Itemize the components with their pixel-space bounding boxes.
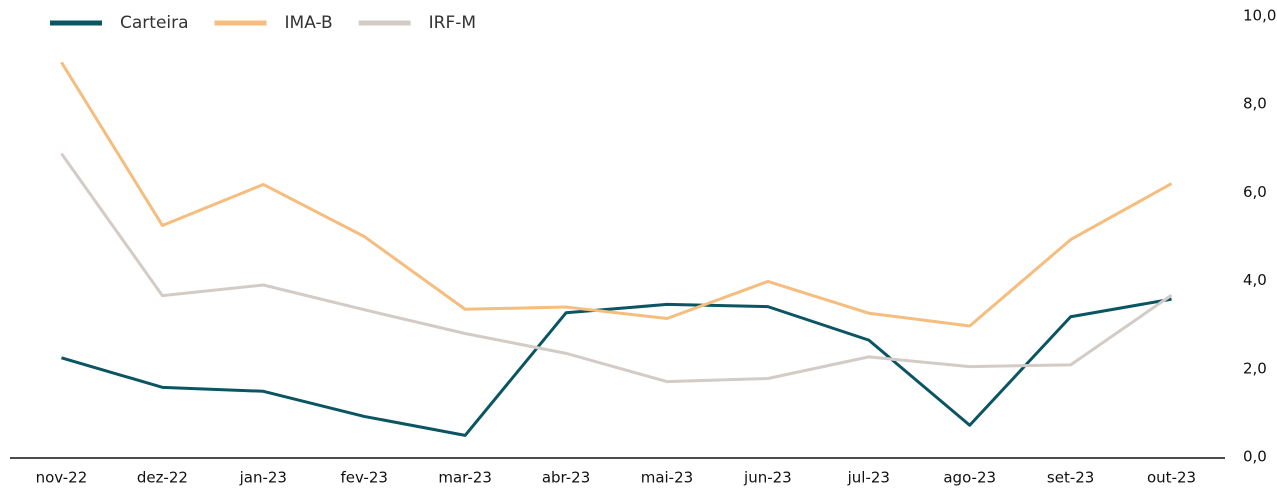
series-line	[60, 152, 1173, 384]
y-tick-label: 10,0	[1243, 7, 1276, 25]
series-line	[60, 61, 1173, 328]
x-tick-label: mar-23	[438, 469, 492, 487]
x-tick-label: jun-23	[743, 469, 792, 487]
x-tick-label: fev-23	[340, 469, 387, 487]
x-tick-label: abr-23	[542, 469, 590, 487]
x-tick-label: nov-22	[36, 469, 88, 487]
y-tick-label: 8,0	[1243, 95, 1267, 113]
legend-label: Carteira	[120, 13, 189, 33]
x-tick-label: set-23	[1047, 469, 1094, 487]
x-tick-label: mai-23	[641, 469, 693, 487]
series-line	[61, 297, 1172, 437]
x-tick-label: jan-23	[239, 469, 287, 487]
y-tick-label: 6,0	[1243, 183, 1267, 201]
x-tick-label: jul-23	[847, 469, 890, 487]
legend: Carteira IMA-B IRF-M	[50, 13, 476, 33]
legend-label: IRF-M	[429, 13, 476, 33]
y-tick-label: 4,0	[1243, 271, 1267, 289]
x-tick-label: dez-22	[137, 469, 188, 487]
x-tick-label: ago-23	[943, 469, 996, 487]
legend-label: IMA-B	[285, 13, 333, 33]
y-tick-label: 2,0	[1243, 359, 1267, 377]
x-tick-label: out-23	[1147, 469, 1196, 487]
y-tick-label: 0,0	[1243, 448, 1267, 466]
